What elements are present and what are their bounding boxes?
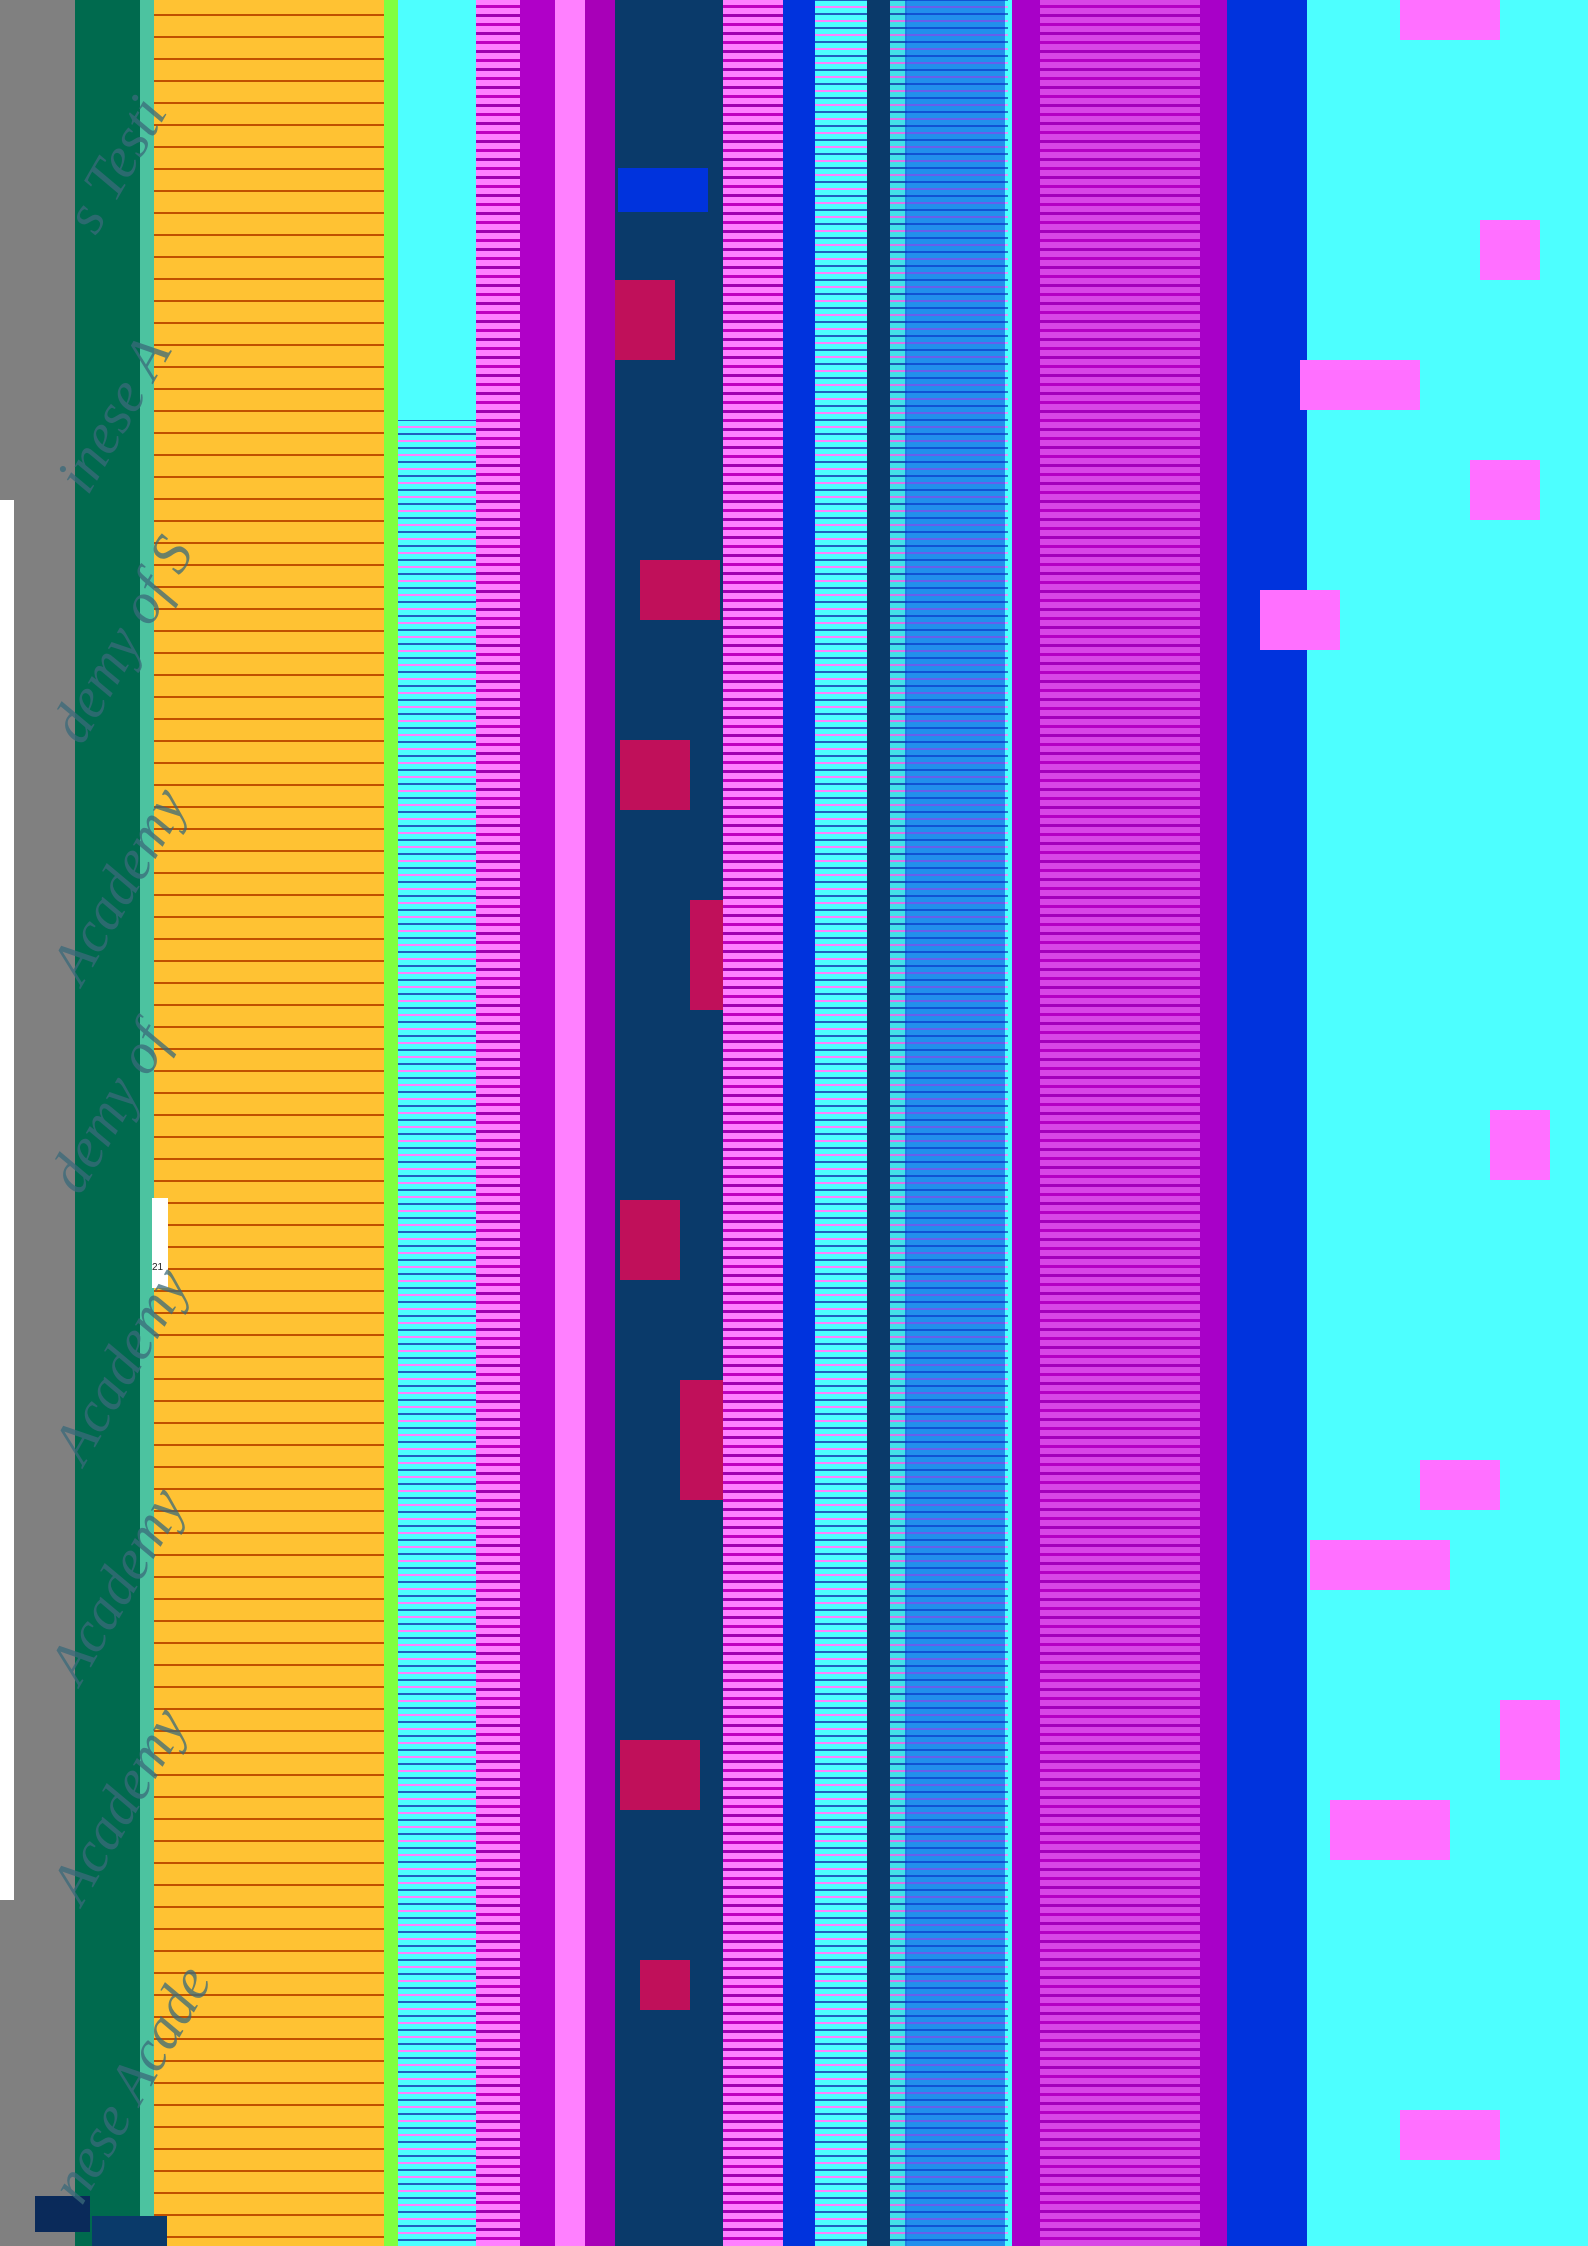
crimson-blot [620, 740, 690, 810]
magenta-blot [1420, 1460, 1500, 1510]
crimson-blot [690, 900, 723, 1010]
small-white-box [152, 1198, 168, 1288]
magenta-blot [1500, 1700, 1560, 1780]
crimson-blot [620, 1200, 680, 1280]
crimson-blot [640, 560, 720, 620]
magenta-column [723, 0, 783, 2246]
blue-stripe [905, 0, 1005, 2246]
white-fragment [0, 500, 14, 1900]
magenta-blot [1400, 0, 1500, 40]
crimson-blot [615, 280, 675, 360]
purple-narrow-band [585, 0, 615, 2246]
blue-blot [618, 168, 708, 212]
pink-hatch-overlay [1040, 0, 1200, 2246]
navy-corner-block [35, 2196, 90, 2232]
green-thin-band [384, 0, 398, 2246]
magenta-blot [1330, 1800, 1450, 1860]
magenta-blot [1490, 1110, 1550, 1180]
magenta-blot [1480, 220, 1540, 280]
small-label: 21 [152, 1262, 164, 1273]
magenta-blot [1470, 460, 1540, 520]
orange-band [154, 0, 384, 2246]
crimson-blot [620, 1740, 700, 1810]
magenta-blot [1400, 2110, 1500, 2160]
crimson-blot [680, 1380, 723, 1500]
blue-band-right [1227, 0, 1307, 2246]
crimson-blot [640, 1960, 690, 2010]
dark-green-band [75, 0, 140, 2246]
magenta-blot [1310, 1540, 1450, 1590]
magenta-blot [1300, 360, 1420, 410]
navy-corner-block [92, 2216, 167, 2246]
navy-band [615, 0, 723, 2246]
pink-stripe [555, 0, 585, 2246]
magenta-blot [1260, 590, 1340, 650]
cyan-dither-column [815, 0, 867, 2246]
cyan-top-block [398, 0, 476, 420]
